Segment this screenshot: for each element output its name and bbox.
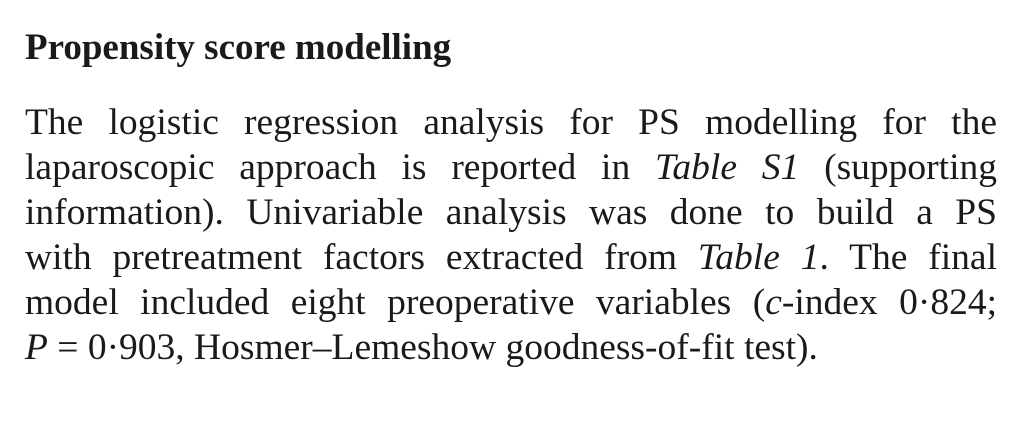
line-2-text-a: laparoscopic approach is reported in [25,147,656,188]
body-paragraph: The logistic regression analysis for PS … [25,100,997,370]
paragraph-line-3: information). Univariable analysis was d… [25,192,997,233]
paragraph-line-1: The logistic regression analysis for PS … [25,102,997,143]
p-value-symbol: P [25,327,48,368]
line-2-text-c: (supporting [799,147,997,188]
section-heading: Propensity score modelling [25,27,452,68]
paragraph-line-2: laparoscopic approach is reported in Tab… [25,145,997,190]
line-5-text-a: model included eight preoperative variab… [25,282,766,323]
line-4-text-c: . The final [819,237,997,278]
line-6-text-b: = 0·903, Hosmer–Lemeshow goodness-of-fit… [47,327,818,368]
table-s1-reference: Table S1 [655,147,800,188]
paragraph-line-5: model included eight preoperative variab… [25,280,997,325]
paragraph-line-4: with pretreatment factors extracted from… [25,235,997,280]
paragraph-line-6: P = 0·903, Hosmer–Lemeshow goodness-of-f… [25,325,997,370]
line-4-text-a: with pretreatment factors extracted from [25,237,698,278]
c-index-symbol: c [765,282,782,323]
table-1-reference: Table 1 [697,237,820,278]
line-5-text-c: -index 0·824; [781,282,997,323]
